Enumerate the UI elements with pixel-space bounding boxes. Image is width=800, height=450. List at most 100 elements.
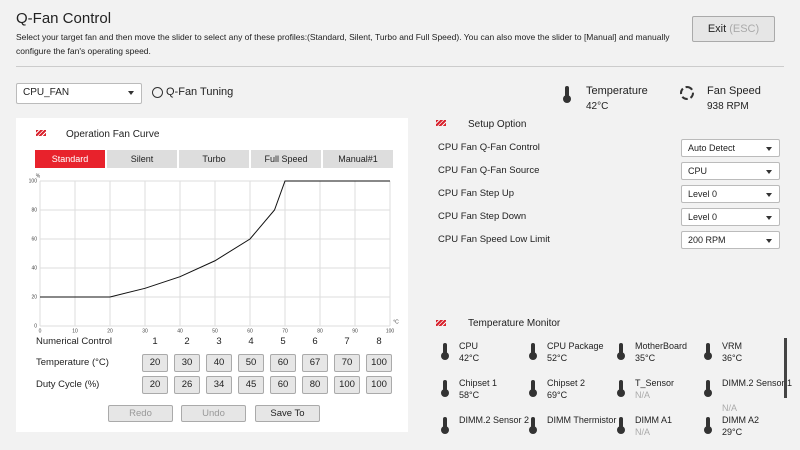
value-box[interactable]: 50: [238, 354, 264, 372]
exit-hint: (ESC): [729, 23, 760, 35]
value-box[interactable]: 30: [174, 354, 200, 372]
sensor-name: CPU Package: [547, 341, 604, 351]
sensor-value: 69°C: [547, 390, 568, 400]
value-box[interactable]: 26: [174, 376, 200, 394]
section-icon: [36, 130, 46, 136]
sensor-icon: [529, 343, 537, 360]
sensor-icon: [529, 380, 537, 397]
column-index: 6: [312, 336, 318, 347]
profile-tab[interactable]: Silent: [107, 150, 177, 168]
setup-dropdown[interactable]: Level 0: [681, 185, 780, 203]
sensor-name: DIMM.2 Sensor 2: [459, 415, 530, 425]
sensor-icon: [704, 417, 712, 434]
column-index: 8: [376, 336, 382, 347]
sensor-icon: [617, 380, 625, 397]
value-box[interactable]: 60: [270, 354, 296, 372]
sensor-name: Chipset 1: [459, 378, 498, 388]
value-box[interactable]: 34: [206, 376, 232, 394]
sensor-value: N/A: [722, 403, 738, 413]
setup-label: CPU Fan Q-Fan Control: [438, 142, 540, 153]
column-index: 4: [248, 336, 254, 347]
value-box[interactable]: 70: [334, 354, 360, 372]
setup-label: CPU Fan Step Up: [438, 188, 515, 199]
sensor-name: DIMM Thermistor: [547, 415, 617, 425]
sensor-icon: [617, 343, 625, 360]
sensor-value: N/A: [635, 427, 651, 437]
sensor-value: N/A: [635, 390, 651, 400]
sensor-icon: [441, 343, 449, 360]
sensor-value: 42°C: [459, 353, 480, 363]
row-label: Duty Cycle (%): [36, 379, 100, 390]
row-label: Temperature (°C): [36, 357, 109, 368]
section-icon: [436, 320, 446, 326]
value-box[interactable]: 100: [366, 354, 392, 372]
value-box[interactable]: 100: [334, 376, 360, 394]
setup-label: CPU Fan Q-Fan Source: [438, 165, 540, 176]
page-description: Select your target fan and then move the…: [16, 32, 670, 56]
profile-tab[interactable]: Standard: [35, 150, 105, 168]
exit-button[interactable]: Exit (ESC): [692, 16, 775, 42]
scrollbar: [784, 338, 787, 398]
action-button[interactable]: Undo: [181, 405, 246, 422]
separator: [16, 66, 784, 67]
value-box[interactable]: 20: [142, 376, 168, 394]
action-button[interactable]: Redo: [108, 405, 173, 422]
sensor-name: CPU: [459, 341, 479, 351]
setup-label: CPU Fan Speed Low Limit: [438, 234, 550, 245]
page-title: Q-Fan Control: [16, 10, 112, 27]
exit-label: Exit: [707, 23, 727, 35]
setup-dropdown[interactable]: Auto Detect: [681, 139, 780, 157]
column-index: 5: [280, 336, 286, 347]
setup-label: CPU Fan Step Down: [438, 211, 527, 222]
sensor-value: 35°C: [635, 353, 656, 363]
setup-title: Setup Option: [468, 119, 527, 130]
sensor-icon: [529, 417, 537, 434]
fan-dropdown[interactable]: CPU_FAN: [16, 83, 142, 104]
setup-dropdown[interactable]: 200 RPM: [681, 231, 780, 249]
status-label: Fan Speed: [707, 85, 761, 97]
sensor-value: 36°C: [722, 353, 743, 363]
setup-dropdown[interactable]: CPU: [681, 162, 780, 180]
profile-tab[interactable]: Full Speed: [251, 150, 321, 168]
tuning-button[interactable]: Q-Fan Tuning: [166, 86, 234, 98]
sensor-value: 29°C: [722, 427, 743, 437]
numerical-label: Numerical Control: [36, 336, 113, 347]
sensor-name: Chipset 2: [547, 378, 586, 388]
curve-title: Operation Fan Curve: [66, 129, 160, 140]
value-box[interactable]: 100: [366, 376, 392, 394]
sensor-name: DIMM A1: [635, 415, 673, 425]
sensor-name: MotherBoard: [635, 341, 688, 351]
column-index: 1: [152, 336, 158, 347]
status-label: Temperature: [586, 85, 648, 97]
sensor-icon: [441, 380, 449, 397]
temperature-icon: [563, 86, 571, 103]
column-index: 3: [216, 336, 222, 347]
sensor-value: 52°C: [547, 353, 568, 363]
action-button[interactable]: Save To: [255, 405, 320, 422]
sensor-icon: [441, 417, 449, 434]
status-value: 42°C: [586, 101, 609, 112]
column-index: 2: [184, 336, 190, 347]
sensor-icon: [704, 343, 712, 360]
fan-icon: [680, 86, 694, 100]
value-box[interactable]: 45: [238, 376, 264, 394]
value-box[interactable]: 40: [206, 354, 232, 372]
sensor-name: VRM: [722, 341, 742, 351]
section-icon: [436, 120, 446, 126]
value-box[interactable]: 80: [302, 376, 328, 394]
value-box[interactable]: 67: [302, 354, 328, 372]
monitor-title: Temperature Monitor: [468, 318, 561, 329]
profile-tab[interactable]: Turbo: [179, 150, 249, 168]
sensor-name: DIMM A2: [722, 415, 760, 425]
column-index: 7: [344, 336, 350, 347]
sensor-icon: [704, 380, 712, 397]
sensor-name: DIMM.2 Sensor 1: [722, 378, 793, 388]
value-box[interactable]: 60: [270, 376, 296, 394]
tuning-icon: [152, 87, 163, 98]
profile-tab[interactable]: Manual#1: [323, 150, 393, 168]
sensor-name: T_Sensor: [635, 378, 675, 388]
value-box[interactable]: 20: [142, 354, 168, 372]
status-value: 938 RPM: [707, 101, 749, 112]
setup-dropdown[interactable]: Level 0: [681, 208, 780, 226]
